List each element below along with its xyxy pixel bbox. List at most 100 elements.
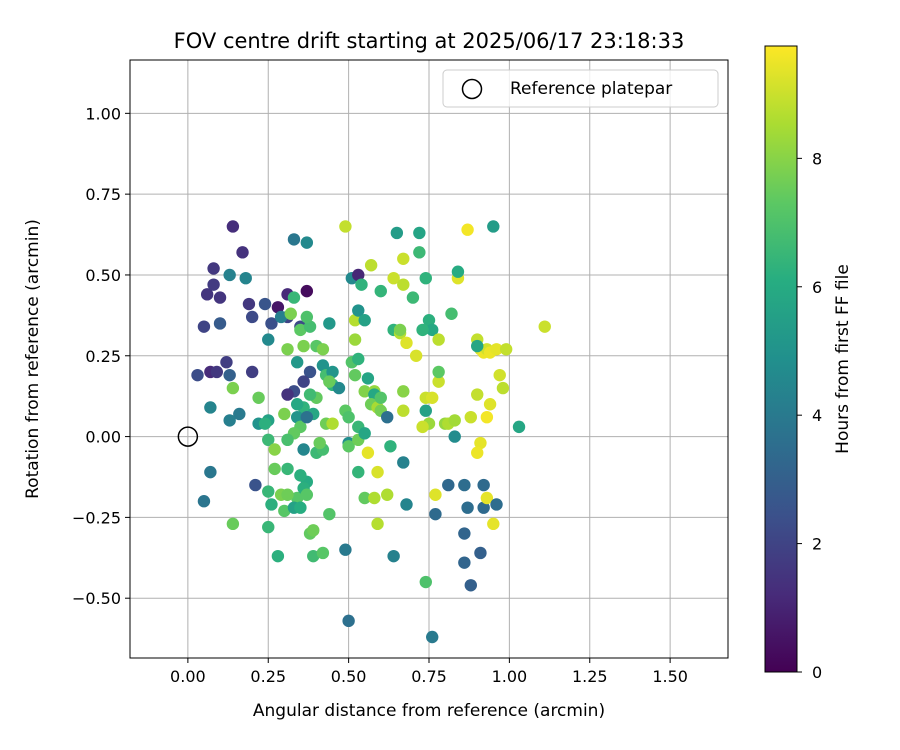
scatter-point — [223, 268, 236, 282]
y-tick-label: 1.00 — [85, 104, 121, 123]
scatter-point — [207, 262, 220, 275]
scatter-point — [297, 375, 310, 388]
x-tick-label: 1.25 — [572, 667, 608, 686]
scatter-point — [371, 517, 384, 531]
colorbar-tick-label: 8 — [812, 149, 822, 168]
scatter-point — [471, 339, 484, 353]
y-tick-label: −0.25 — [72, 508, 121, 527]
scatter-point — [316, 343, 330, 356]
legend: Reference platepar — [442, 69, 719, 108]
scatter-point — [458, 527, 471, 540]
scatter-point — [432, 333, 445, 346]
scatter-point — [316, 359, 330, 372]
scatter-point — [313, 436, 326, 450]
y-tick-label: 0.50 — [85, 266, 121, 285]
scatter-point — [416, 420, 429, 434]
scatter-point — [262, 433, 275, 447]
scatter-point — [483, 398, 497, 411]
scatter-point — [426, 630, 439, 644]
scatter-point — [358, 491, 371, 505]
scatter-point — [477, 478, 490, 492]
scatter-point — [487, 220, 500, 233]
scatter-point — [358, 314, 371, 327]
scatter-point — [258, 417, 272, 430]
y-axis-label: Rotation from reference (arcmin) — [23, 219, 43, 499]
scatter-point — [307, 524, 320, 537]
scatter-point — [458, 556, 471, 569]
scatter-point — [236, 246, 249, 259]
colorbar: 0 2 4 6 8 Hours from first FF file — [764, 45, 853, 682]
scatter-point — [290, 410, 304, 424]
reference-platepar-marker — [177, 426, 199, 447]
scatter-point — [239, 271, 252, 285]
scatter-point — [361, 446, 375, 459]
scatter-point — [210, 365, 224, 379]
scatter-point — [300, 284, 314, 298]
scatter-point — [384, 440, 397, 453]
scatter-point — [204, 401, 217, 414]
scatter-point — [480, 491, 494, 505]
scatter-point — [355, 278, 368, 291]
legend-circle-icon — [461, 78, 483, 100]
scatter-point — [207, 278, 220, 291]
scatter-point — [213, 291, 227, 304]
y-tick-label: −0.50 — [72, 589, 121, 608]
scatter-point — [323, 507, 336, 521]
scatter-point — [387, 549, 400, 563]
scatter-point — [432, 375, 445, 388]
scatter-point — [419, 404, 432, 417]
scatter-point — [477, 501, 490, 514]
x-axis: 0.00 0.25 0.50 0.75 1.00 1.25 1.50 — [170, 658, 688, 686]
scatter-point — [406, 291, 420, 304]
scatter-point — [448, 414, 461, 427]
scatter-point — [496, 381, 510, 395]
scatter-point — [471, 446, 484, 459]
scatter-point — [323, 317, 336, 330]
scatter-point — [445, 307, 458, 320]
scatter-point — [358, 385, 371, 398]
scatter-point — [297, 339, 310, 353]
scatter-point — [487, 517, 500, 531]
scatter-point — [371, 465, 384, 479]
scatter-point — [294, 469, 307, 482]
scatter-point — [393, 323, 407, 337]
legend-label: Reference platepar — [510, 79, 672, 99]
scatter-point — [381, 410, 394, 424]
scatter-point — [342, 410, 355, 424]
x-tick-label: 0.00 — [170, 667, 206, 686]
scatter-point — [368, 491, 381, 505]
scatter-point — [352, 352, 365, 366]
scatter-point — [397, 404, 410, 417]
scatter-point — [364, 259, 378, 272]
colorbar-label: Hours from first FF file — [833, 264, 853, 454]
colorbar-gradient — [764, 45, 798, 673]
scatter-point — [464, 579, 477, 592]
scatter-point — [348, 368, 362, 382]
x-tick-label: 0.50 — [331, 667, 367, 686]
scatter-point — [200, 288, 214, 301]
scatter-point — [451, 265, 465, 278]
scatter-point — [281, 488, 294, 501]
scatter-point — [390, 226, 404, 240]
scatter-point — [381, 488, 394, 501]
scatter-point — [307, 549, 320, 563]
scatter-point — [490, 498, 503, 511]
scatter-point — [538, 320, 551, 333]
scatter-point — [262, 333, 275, 346]
scatter-point — [342, 614, 355, 628]
scatter-point — [268, 443, 281, 456]
scatter-point — [197, 495, 211, 508]
y-tick-label: 0.00 — [85, 428, 121, 447]
scatter-point — [287, 291, 301, 304]
scatter-point — [474, 546, 487, 560]
scatter-point — [300, 410, 314, 424]
scatter-point — [303, 365, 317, 379]
scatter-point — [226, 381, 240, 395]
scatter-point — [480, 410, 494, 424]
scatter-point — [413, 226, 426, 240]
scatter-point — [316, 546, 330, 560]
scatter-point — [409, 349, 423, 362]
scatter-point — [397, 456, 410, 469]
scatter-point — [191, 368, 204, 382]
